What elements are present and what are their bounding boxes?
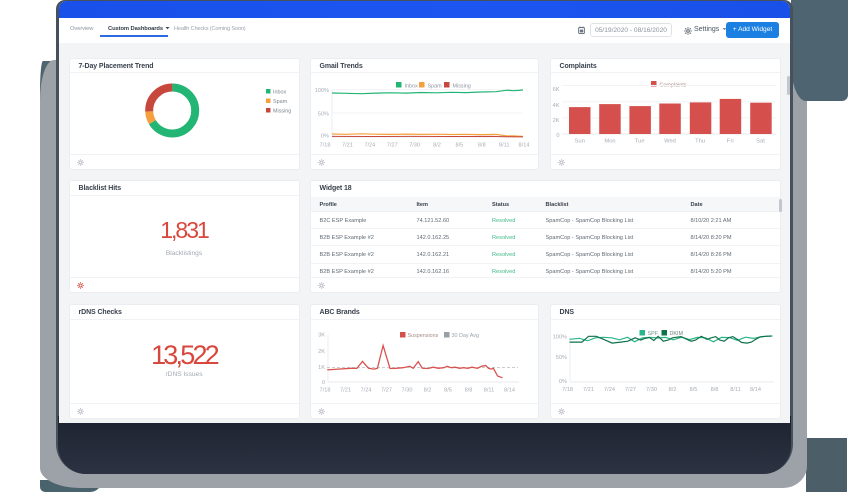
svg-text:8/14: 8/14 [750,387,761,393]
svg-text:Spam: Spam [427,83,442,89]
svg-text:8/2: 8/2 [668,387,676,393]
svg-text:7/18: 7/18 [562,387,573,393]
svg-text:7/27: 7/27 [381,387,392,393]
svg-text:8/5: 8/5 [689,387,697,393]
svg-text:Inbox: Inbox [273,89,286,95]
svg-text:Missing: Missing [452,83,470,89]
svg-text:7/30: 7/30 [646,387,657,393]
svg-text:Sat: Sat [756,138,765,144]
svg-text:DKIM: DKIM [669,331,683,337]
svg-text:Fri: Fri [726,138,733,144]
svg-text:8/11: 8/11 [730,387,740,393]
svg-text:8/14: 8/14 [504,387,515,393]
svg-text:8/8: 8/8 [464,387,472,393]
svg-text:7/27: 7/27 [386,142,397,148]
svg-text:8/8: 8/8 [477,142,485,148]
svg-text:Wed: Wed [664,138,676,144]
svg-text:8/5: 8/5 [444,387,452,393]
svg-text:1K: 1K [318,365,325,371]
svg-text:50%: 50% [317,111,328,117]
svg-text:7/24: 7/24 [360,387,371,393]
svg-text:7/30: 7/30 [409,142,420,148]
svg-text:0%: 0% [558,379,566,385]
svg-text:7/21: 7/21 [341,142,352,148]
svg-text:7/18: 7/18 [319,142,330,148]
svg-text:Sun: Sun [574,138,584,144]
svg-text:0%: 0% [320,133,328,139]
svg-text:7/24: 7/24 [604,387,615,393]
svg-text:Suspensions: Suspensions [407,333,438,339]
svg-text:7/30: 7/30 [401,387,412,393]
svg-text:7/18: 7/18 [319,387,330,393]
svg-text:8/14: 8/14 [518,142,529,148]
svg-text:7/24: 7/24 [364,142,375,148]
svg-text:Spam: Spam [273,99,288,105]
svg-text:7/21: 7/21 [340,387,351,393]
svg-text:0: 0 [556,133,559,139]
svg-text:4K: 4K [552,102,559,108]
svg-text:8/11: 8/11 [483,387,493,393]
svg-text:Tue: Tue [634,138,644,144]
svg-text:Mon: Mon [604,138,615,144]
svg-text:50%: 50% [555,355,566,361]
svg-text:8/2: 8/2 [433,142,441,148]
svg-text:8/2: 8/2 [423,387,431,393]
svg-text:7/21: 7/21 [583,387,594,393]
svg-text:8/8: 8/8 [710,387,718,393]
svg-text:100%: 100% [552,334,566,340]
svg-text:3K: 3K [318,333,325,339]
svg-text:100%: 100% [314,88,328,94]
svg-text:Missing: Missing [273,108,291,114]
svg-text:7/27: 7/27 [625,387,636,393]
svg-text:0: 0 [321,380,324,386]
svg-text:SPF: SPF [647,331,658,337]
svg-text:2K: 2K [318,349,325,355]
svg-text:8/11: 8/11 [498,142,508,148]
svg-text:Inbox: Inbox [404,83,417,89]
svg-text:8/5: 8/5 [455,142,463,148]
svg-text:Thu: Thu [695,138,705,144]
svg-text:6K: 6K [552,87,559,93]
svg-text:2K: 2K [552,118,559,124]
svg-text:30 Day Avg: 30 Day Avg [451,333,478,339]
